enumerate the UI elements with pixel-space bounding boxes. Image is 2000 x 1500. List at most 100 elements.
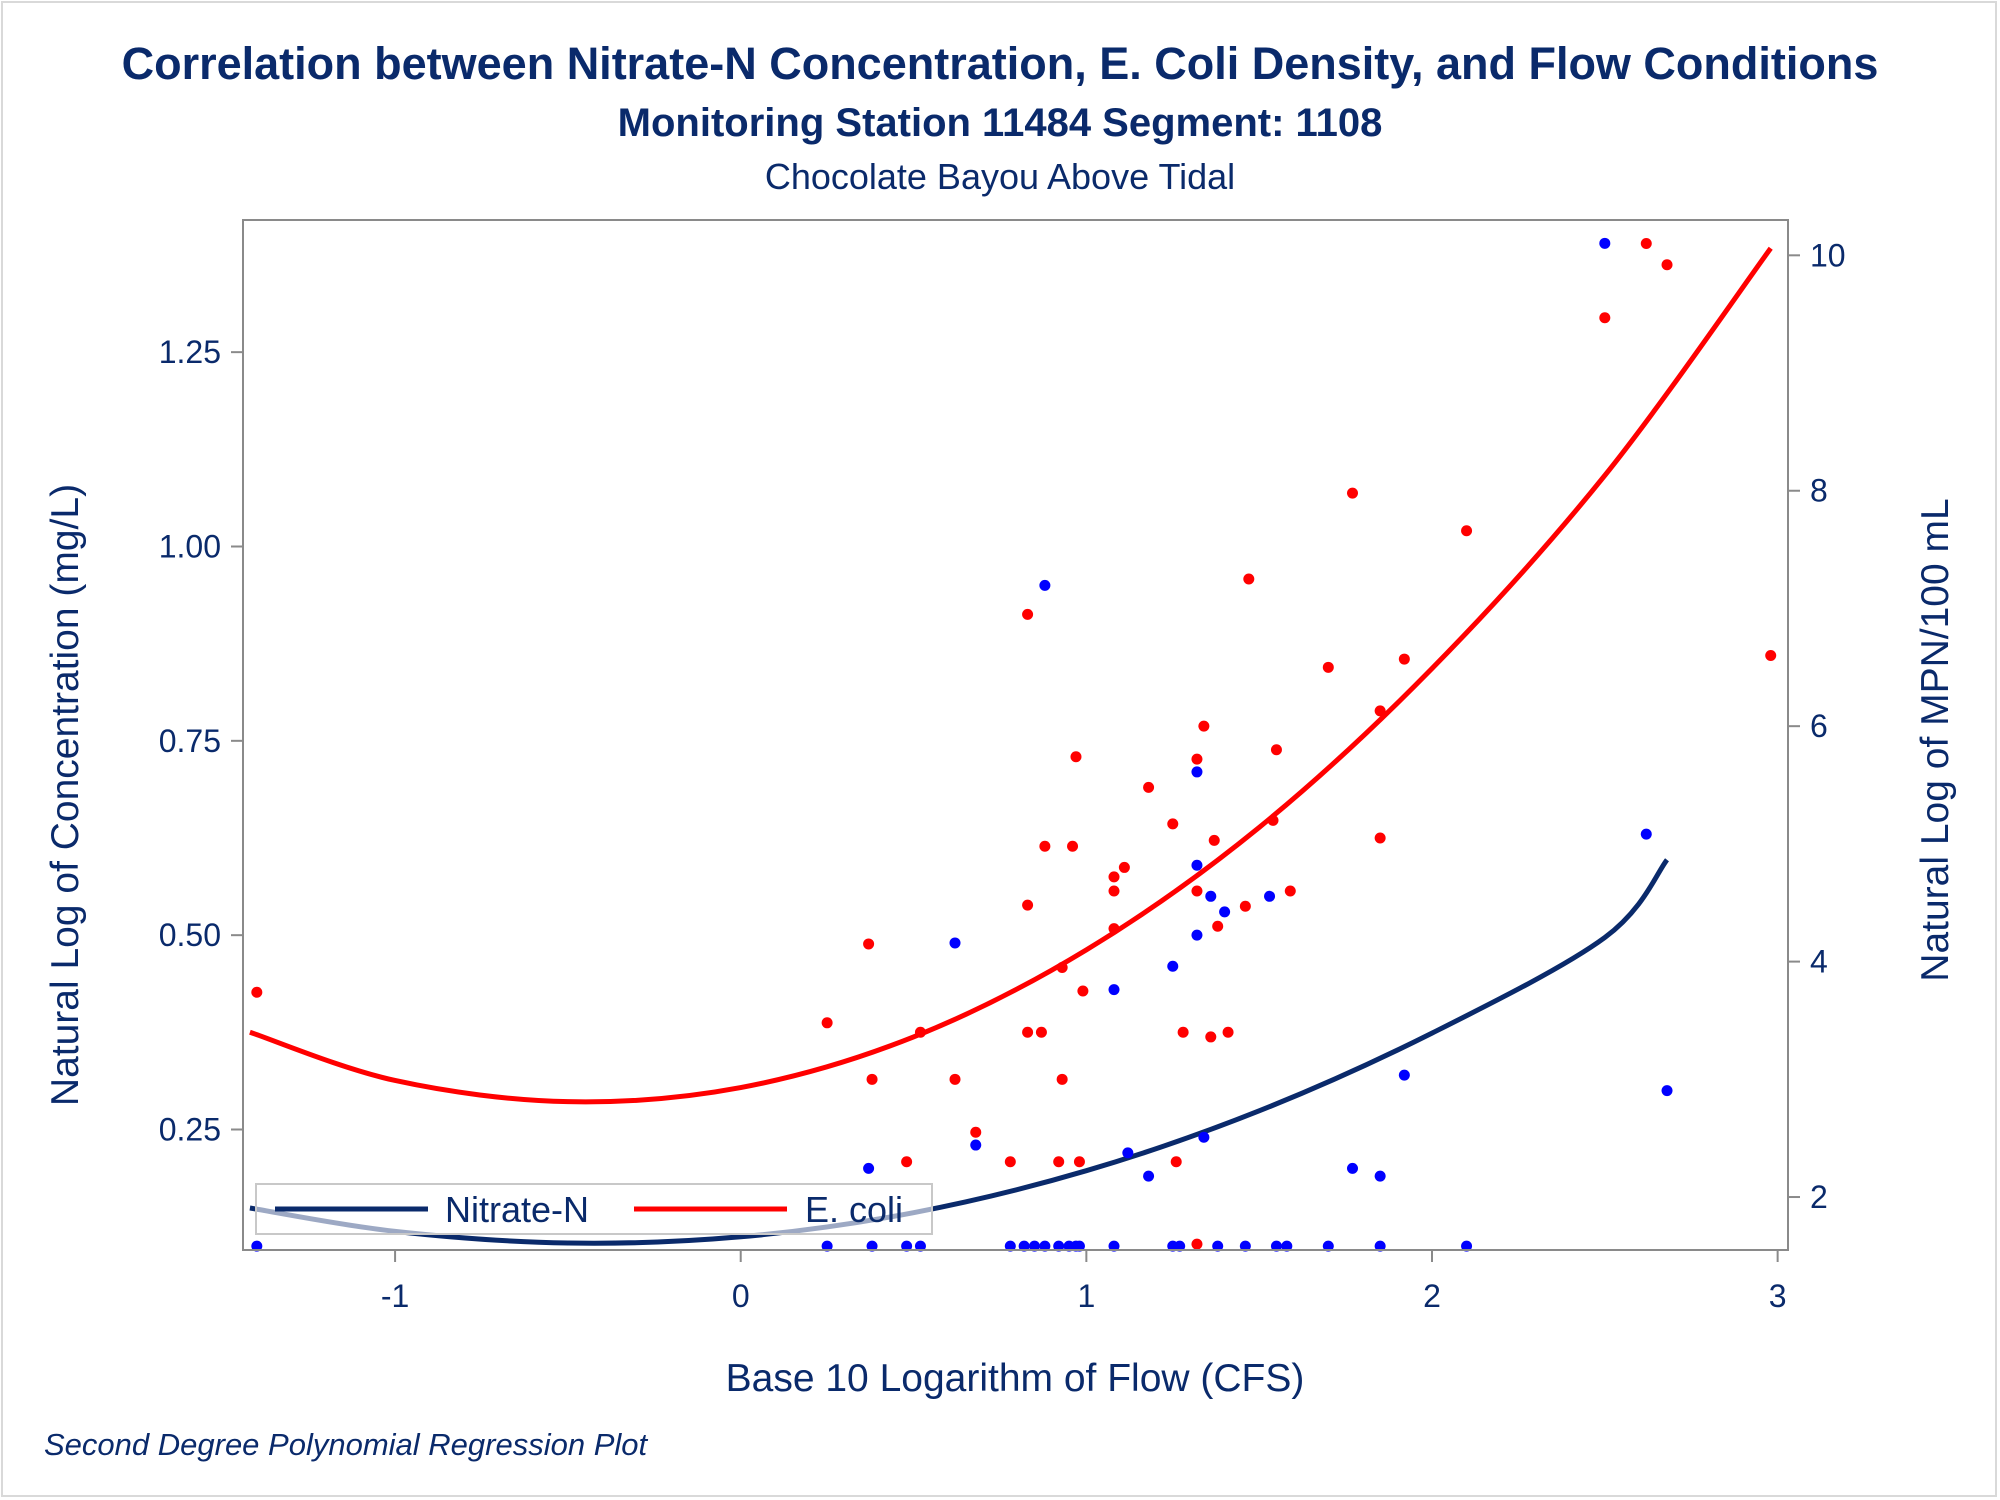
- nitrate-point: [1053, 1240, 1065, 1252]
- ecoli-point: [1022, 1026, 1034, 1038]
- ecoli-point: [1118, 861, 1130, 873]
- x-tick-label: 2: [1423, 1278, 1441, 1314]
- ecoli-point: [1108, 923, 1120, 935]
- nitrate-point: [1640, 828, 1652, 840]
- nitrate-point: [1191, 929, 1203, 941]
- ecoli-point: [1056, 961, 1068, 973]
- ecoli-point: [1374, 832, 1386, 844]
- ecoli-point: [1039, 840, 1051, 852]
- ecoli-point: [1070, 751, 1082, 763]
- ecoli-point: [1108, 871, 1120, 883]
- ecoli-point: [949, 1073, 961, 1085]
- chart-title: Correlation between Nitrate-N Concentrat…: [121, 38, 1879, 89]
- fit-lines: [249, 246, 1773, 1246]
- ecoli-point: [1056, 1073, 1068, 1085]
- nitrate-point: [970, 1139, 982, 1151]
- nitrate-point: [863, 1162, 875, 1174]
- ecoli-point: [863, 938, 875, 950]
- nitrate-point: [821, 1240, 833, 1252]
- legend-box: [255, 1183, 933, 1235]
- legend-label-nitrate: Nitrate-N: [445, 1189, 589, 1230]
- nitrate-point: [1398, 1069, 1410, 1081]
- nitrate-point: [1599, 237, 1611, 249]
- y-left-tick-label: 1.25: [159, 334, 221, 370]
- nitrate-point: [1143, 1170, 1155, 1182]
- ecoli-point: [1267, 814, 1279, 826]
- nitrate-point: [1205, 890, 1217, 902]
- x-tick-label: 0: [732, 1278, 750, 1314]
- nitrate-point: [949, 937, 961, 949]
- nitrate-point: [1270, 1240, 1282, 1252]
- nitrate-point: [1073, 1240, 1085, 1252]
- y-left-tick-label: 0.50: [159, 917, 221, 953]
- ecoli-point: [1599, 312, 1611, 324]
- ecoli-point: [1208, 834, 1220, 846]
- x-tick-label: 1: [1077, 1278, 1095, 1314]
- y-left-tick-label: 0.25: [159, 1112, 221, 1148]
- ecoli-point: [1661, 259, 1673, 271]
- y-axis-left-label: Natural Log of Concentration (mg/L): [44, 484, 87, 1106]
- scatter-points: [251, 237, 1777, 1252]
- y-right-tick-label: 8: [1810, 473, 1828, 509]
- nitrate-point: [1004, 1240, 1016, 1252]
- ecoli-point: [1108, 885, 1120, 897]
- ecoli-point: [1035, 1026, 1047, 1038]
- ecoli-point: [1270, 744, 1282, 756]
- ecoli-point: [1022, 899, 1034, 911]
- ecoli-point: [1167, 818, 1179, 830]
- ecoli-point: [1346, 487, 1358, 499]
- ecoli-point: [1004, 1156, 1016, 1168]
- ecoli-point: [901, 1156, 913, 1168]
- y-right-tick-label: 10: [1810, 237, 1846, 273]
- nitrate-point: [1108, 1240, 1120, 1252]
- nitrate-fit-line: [249, 858, 1670, 1246]
- nitrate-point: [1039, 1240, 1051, 1252]
- nitrate-point: [1461, 1240, 1473, 1252]
- nitrate-point: [1219, 906, 1231, 918]
- ecoli-point: [1205, 1031, 1217, 1043]
- x-tick-label: 3: [1769, 1278, 1787, 1314]
- x-axis: -1 0 1 2 3: [381, 1250, 1787, 1314]
- legend: Nitrate-N E. coli: [255, 1183, 933, 1235]
- nitrate-point: [1198, 1131, 1210, 1143]
- nitrate-point: [1174, 1240, 1186, 1252]
- ecoli-point: [970, 1126, 982, 1138]
- ecoli-point: [1022, 608, 1034, 620]
- ecoli-point: [251, 986, 263, 998]
- x-axis-label: Base 10 Logarithm of Flow (CFS): [726, 1357, 1305, 1400]
- y-right-tick-label: 6: [1810, 708, 1828, 744]
- nitrate-point: [1108, 984, 1120, 996]
- nitrate-point: [1191, 859, 1203, 871]
- nitrate-point: [1346, 1162, 1358, 1174]
- nitrate-point: [1191, 766, 1203, 778]
- ecoli-point: [1222, 1026, 1234, 1038]
- y-left-tick-label: 1.00: [159, 528, 221, 564]
- plot-area-border: [242, 219, 1789, 1251]
- nitrate-point: [1239, 1240, 1251, 1252]
- nitrate-point: [1264, 890, 1276, 902]
- ecoli-point: [1284, 885, 1296, 897]
- nitrate-point: [1029, 1240, 1041, 1252]
- ecoli-point: [1198, 720, 1210, 732]
- ecoli-point: [821, 1017, 833, 1029]
- y-right-tick-label: 4: [1810, 944, 1828, 980]
- ecoli-point: [1077, 985, 1089, 997]
- nitrate-point: [1018, 1240, 1030, 1252]
- ecoli-point: [866, 1073, 878, 1085]
- ecoli-point: [1239, 900, 1251, 912]
- ecoli-point: [1170, 1156, 1182, 1168]
- y-axis-left: 0.25 0.50 0.75 1.00 1.25: [159, 334, 243, 1148]
- ecoli-point: [1461, 525, 1473, 537]
- ecoli-point: [1322, 661, 1334, 673]
- nitrate-point: [914, 1240, 926, 1252]
- chart-subtitle: Monitoring Station 11484 Segment: 1108: [617, 101, 1383, 145]
- nitrate-point: [1374, 1170, 1386, 1182]
- nitrate-point: [1281, 1240, 1293, 1252]
- nitrate-point: [1167, 960, 1179, 972]
- y-axis-right: 2 4 6 8 10: [1788, 237, 1846, 1215]
- nitrate-point: [1661, 1085, 1673, 1097]
- ecoli-point: [1398, 653, 1410, 665]
- ecoli-point: [1073, 1156, 1085, 1168]
- nitrate-point: [251, 1240, 263, 1252]
